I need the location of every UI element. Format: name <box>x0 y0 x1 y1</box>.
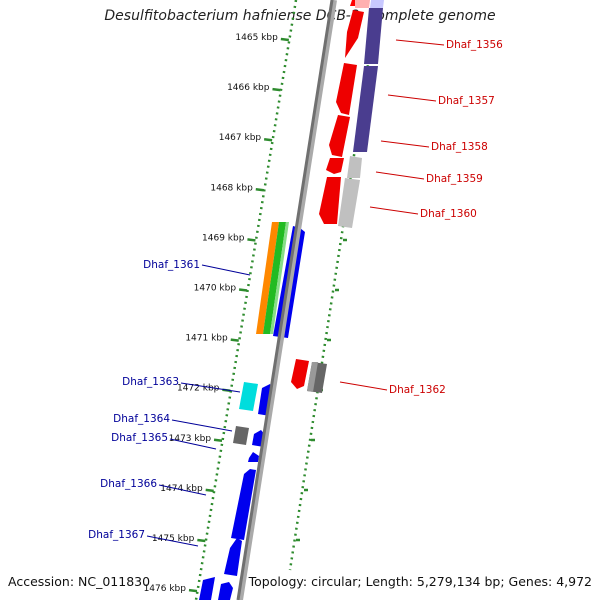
kbp-tick-mark <box>188 588 198 593</box>
kbp-tick-mark <box>230 338 239 342</box>
gene-label[interactable]: Dhaf_1364 <box>113 413 170 425</box>
kbp-tick-mark <box>255 188 264 192</box>
gene-labels: Dhaf_1356 Dhaf_1357 Dhaf_1358 Dhaf_1359 Dhaf… <box>88 39 503 547</box>
gene-leader-line <box>158 484 207 496</box>
gene-leader-line <box>375 171 425 180</box>
gene-label[interactable]: Dhaf_1359 <box>426 173 483 185</box>
kbp-tick-label: 1471 kbp <box>185 334 228 344</box>
gene-label[interactable]: Dhaf_1361 <box>143 259 200 271</box>
kbp-tick-label: 1470 kbp <box>194 284 237 294</box>
gene-block-1365[interactable] <box>248 452 259 462</box>
gene-block-1367[interactable] <box>199 538 242 600</box>
kbp-tick-mark <box>247 238 256 242</box>
kbp-tick-label: 1472 kbp <box>177 384 220 394</box>
map-title: Desulfitobacterium hafniense DCB-2, comp… <box>104 8 496 24</box>
gene-block-1366[interactable] <box>231 469 256 540</box>
gene-leader-line <box>395 39 445 46</box>
genome-summary-text: Topology: circular; Length: 5,279,134 bp… <box>248 574 592 589</box>
kbp-tick-label: 1473 kbp <box>169 434 212 444</box>
gene-block-1358[interactable] <box>329 115 350 157</box>
gene-block-1357[interactable] <box>336 63 378 152</box>
kbp-tick-mark <box>213 438 223 443</box>
kbp-tick-label: 1465 kbp <box>235 33 278 43</box>
kbp-tick-label: 1469 kbp <box>202 233 245 243</box>
kbp-tick-mark <box>272 87 281 92</box>
accession-text: Accession: NC_011830 <box>8 574 151 589</box>
kbp-tick-label: 1466 kbp <box>227 83 270 93</box>
gene-label[interactable]: Dhaf_1366 <box>100 478 157 490</box>
gene-leader-line <box>146 535 199 547</box>
gene-leader-line <box>369 206 419 215</box>
kbp-tick-label: 1476 kbp <box>144 584 187 594</box>
kbp-axis: 1465 kbp 1466 kbp 1467 kbp 1468 kbp 1469 kbp… <box>144 33 289 594</box>
gene-label[interactable]: Dhaf_1356 <box>446 39 503 51</box>
kbp-tick-mark <box>205 488 214 493</box>
gene-leader-line <box>339 381 388 391</box>
gene-leader-line <box>380 140 430 148</box>
genome-backbone <box>236 0 337 600</box>
gene-label[interactable]: Dhaf_1358 <box>431 141 488 153</box>
gene-label[interactable]: Dhaf_1365 <box>111 432 168 444</box>
gene-block-1360[interactable] <box>319 177 360 228</box>
gene-label[interactable]: Dhaf_1367 <box>88 529 145 541</box>
kbp-tick-mark <box>238 288 248 292</box>
kbp-tick-label: 1475 kbp <box>152 534 195 544</box>
gene-leader-line <box>387 94 437 102</box>
kbp-tick-label: 1467 kbp <box>219 133 262 143</box>
gene-label[interactable]: Dhaf_1357 <box>438 95 495 107</box>
gene-block-1356[interactable] <box>345 0 384 64</box>
gene-label[interactable]: Dhaf_1360 <box>420 208 477 220</box>
kbp-tick-mark <box>263 137 273 142</box>
gene-leader-line <box>171 419 233 432</box>
gene-leader-line <box>169 438 217 450</box>
kbp-tick-mark <box>280 37 289 42</box>
gene-block-1359[interactable] <box>326 156 362 178</box>
gene-label[interactable]: Dhaf_1363 <box>122 376 179 388</box>
gene-leader-line <box>180 382 241 393</box>
kbp-tick-mark <box>197 538 206 543</box>
gene-block-1362[interactable] <box>291 359 327 393</box>
gene-leader-line <box>201 264 251 276</box>
gene-label[interactable]: Dhaf_1362 <box>389 384 446 396</box>
kbp-tick-label: 1474 kbp <box>160 484 203 494</box>
kbp-tick-label: 1468 kbp <box>210 183 253 193</box>
